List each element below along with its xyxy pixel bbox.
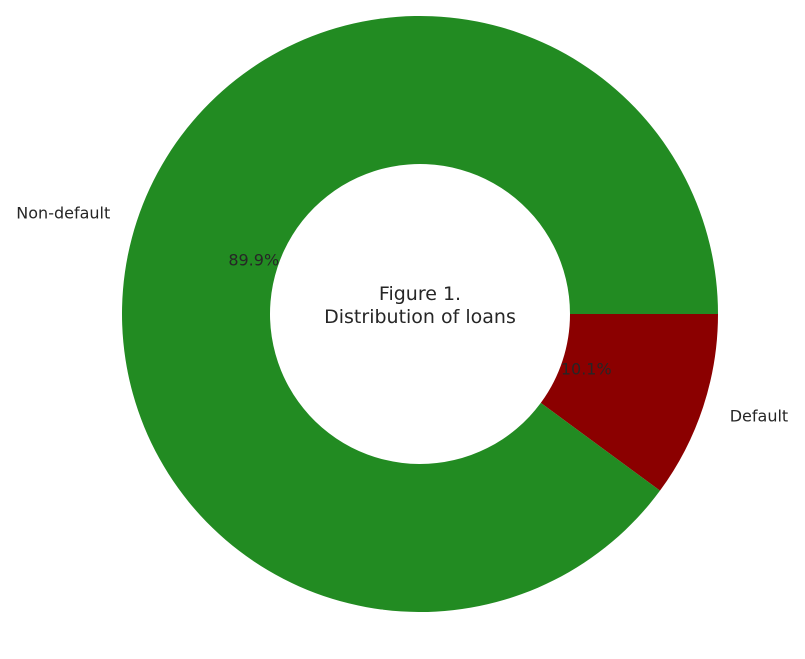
slice-non-default xyxy=(122,15,718,613)
category-label-default: Default xyxy=(730,407,788,426)
slices-layer xyxy=(122,15,718,613)
category-label-non-default: Non-default xyxy=(16,203,110,222)
slice-default xyxy=(540,314,718,491)
chart-title-line-2: Distribution of loans xyxy=(324,306,516,328)
percent-label-non-default: 89.9% xyxy=(228,250,279,269)
labels-layer: 10.1% Default 89.9% Non-default xyxy=(16,203,788,425)
chart-title-line-1: Figure 1. xyxy=(379,283,461,305)
percent-label-default: 10.1% xyxy=(561,360,612,379)
